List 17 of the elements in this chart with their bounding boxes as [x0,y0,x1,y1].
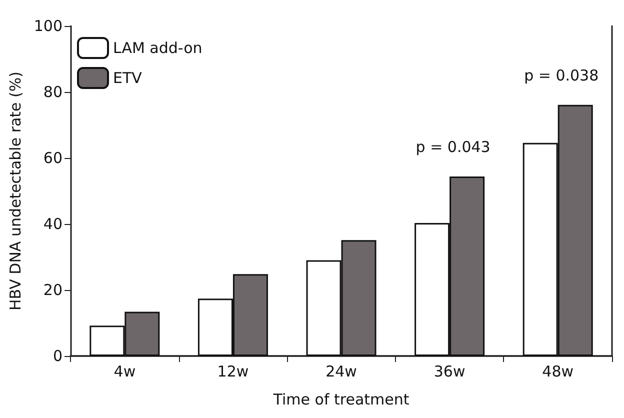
x-tick-label: 4w [114,362,136,380]
y-tick-label: 60 [43,149,63,167]
y-axis-title: HBV DNA undetectable rate (%) [6,71,24,311]
annotation: p = 0.043 [416,138,490,156]
y-tick-label: 80 [43,83,63,101]
x-axis-title: Time of treatment [272,390,410,408]
legend-label: ETV [113,69,143,87]
x-tick-label: 48w [542,362,574,380]
y-tick-label: 20 [43,281,63,299]
y-tick-label: 100 [34,17,63,35]
y-tick-label: 0 [52,347,63,365]
x-tick-label: 24w [326,362,357,380]
legend-label: LAM add-on [113,39,202,57]
y-tick-label: 40 [43,215,63,233]
annotation: p = 0.038 [524,66,599,84]
x-tick-label: 12w [217,362,249,380]
x-tick-label: 36w [434,362,466,380]
